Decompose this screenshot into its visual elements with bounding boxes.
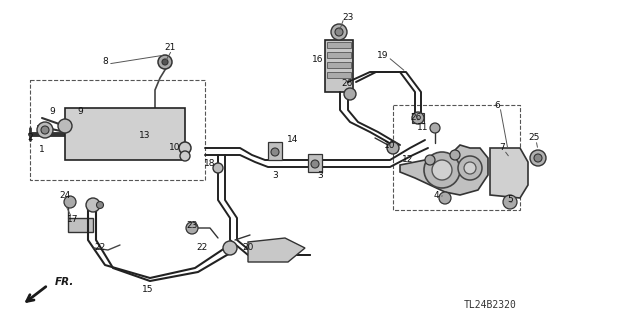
Text: 4: 4: [433, 190, 439, 199]
Circle shape: [311, 160, 319, 168]
Text: 13: 13: [140, 130, 151, 139]
Bar: [30, 80, 205, 180]
Circle shape: [37, 122, 53, 138]
Text: 26: 26: [410, 114, 422, 122]
Text: 24: 24: [60, 190, 70, 199]
Text: 10: 10: [169, 144, 180, 152]
Bar: [308, 154, 322, 172]
Bar: [327, 42, 351, 48]
Text: 18: 18: [204, 159, 216, 167]
Circle shape: [534, 154, 542, 162]
Circle shape: [464, 162, 476, 174]
Text: 3: 3: [272, 170, 278, 180]
Bar: [412, 113, 424, 123]
Bar: [327, 52, 351, 58]
Circle shape: [41, 126, 49, 134]
Circle shape: [97, 202, 104, 209]
Text: 8: 8: [102, 57, 108, 66]
Text: 25: 25: [528, 133, 540, 143]
Circle shape: [430, 123, 440, 133]
Text: 14: 14: [287, 136, 299, 145]
Circle shape: [271, 148, 279, 156]
Text: 22: 22: [94, 243, 106, 253]
Circle shape: [335, 28, 343, 36]
Bar: [325, 40, 353, 92]
Text: 3: 3: [317, 170, 323, 180]
Polygon shape: [400, 145, 488, 195]
Text: 26: 26: [341, 78, 353, 87]
Polygon shape: [490, 148, 528, 198]
Text: 12: 12: [403, 155, 413, 165]
Bar: [268, 142, 282, 160]
Circle shape: [432, 160, 452, 180]
Circle shape: [223, 241, 237, 255]
Circle shape: [64, 196, 76, 208]
Circle shape: [458, 156, 482, 180]
Circle shape: [58, 119, 72, 133]
Text: 5: 5: [507, 196, 513, 204]
Bar: [65, 108, 185, 160]
Text: 23: 23: [342, 13, 354, 23]
Text: TL24B2320: TL24B2320: [463, 300, 516, 310]
Text: 7: 7: [499, 144, 505, 152]
Text: 23: 23: [186, 221, 198, 231]
Text: 11: 11: [417, 123, 429, 132]
Text: 1: 1: [39, 145, 45, 154]
Bar: [327, 72, 351, 78]
Text: 15: 15: [142, 286, 154, 294]
Text: 17: 17: [67, 216, 79, 225]
Circle shape: [180, 151, 190, 161]
Polygon shape: [248, 238, 305, 262]
Circle shape: [331, 24, 347, 40]
Text: 19: 19: [377, 50, 388, 60]
Circle shape: [158, 55, 172, 69]
Circle shape: [186, 222, 198, 234]
Circle shape: [530, 150, 546, 166]
Text: 9: 9: [77, 108, 83, 116]
Text: 2: 2: [27, 133, 33, 143]
Text: 10: 10: [384, 140, 396, 150]
Text: 16: 16: [312, 56, 324, 64]
Circle shape: [439, 192, 451, 204]
Text: 22: 22: [196, 242, 207, 251]
Text: 9: 9: [49, 108, 55, 116]
Text: 21: 21: [164, 43, 176, 53]
Circle shape: [387, 142, 399, 154]
Circle shape: [503, 195, 517, 209]
Text: 20: 20: [243, 243, 253, 253]
Circle shape: [162, 59, 168, 65]
Text: 6: 6: [494, 100, 500, 109]
Circle shape: [425, 155, 435, 165]
Circle shape: [86, 198, 100, 212]
Circle shape: [450, 150, 460, 160]
Circle shape: [179, 142, 191, 154]
Circle shape: [344, 88, 356, 100]
Bar: [393, 105, 520, 210]
Bar: [68, 218, 93, 232]
Circle shape: [412, 112, 424, 124]
Bar: [327, 62, 351, 68]
Circle shape: [424, 152, 460, 188]
Circle shape: [213, 163, 223, 173]
Text: FR.: FR.: [55, 277, 74, 287]
